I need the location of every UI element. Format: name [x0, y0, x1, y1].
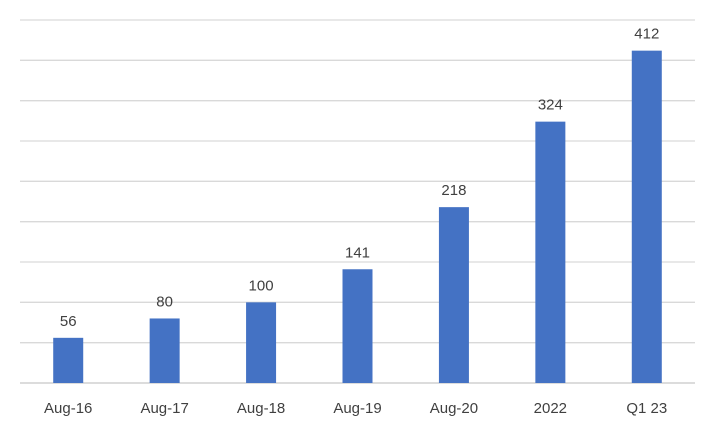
- data-label: 324: [538, 97, 563, 114]
- bar-aug-16: [53, 337, 84, 383]
- data-label: 80: [156, 293, 173, 310]
- x-tick-labels: Aug-16 Aug-17 Aug-18 Aug-19 Aug-20 2022 Q1 23: [44, 400, 667, 417]
- data-label: 412: [634, 26, 659, 43]
- bar-aug-20: [438, 207, 469, 383]
- x-tick-label: Aug-16: [44, 400, 92, 417]
- bar-aug-18: [246, 302, 277, 383]
- data-label: 56: [60, 313, 77, 330]
- bar-q1-23: [631, 50, 662, 384]
- gridlines: [20, 19, 695, 344]
- bars: [53, 50, 662, 384]
- data-label: 141: [345, 244, 370, 261]
- data-label: 100: [249, 277, 274, 294]
- data-labels: 56 80 100 141 218 324 412: [60, 26, 659, 330]
- x-tick-label: Q1 23: [626, 400, 667, 417]
- bar-aug-17: [149, 318, 180, 383]
- x-tick-label: Aug-18: [237, 400, 285, 417]
- x-tick-label: 2022: [534, 400, 567, 417]
- x-tick-label: Aug-17: [140, 400, 188, 417]
- x-tick-label: Aug-19: [333, 400, 381, 417]
- bar-2022: [535, 121, 566, 383]
- x-tick-label: Aug-20: [430, 400, 478, 417]
- bar-aug-19: [342, 269, 373, 383]
- data-label: 218: [441, 182, 466, 199]
